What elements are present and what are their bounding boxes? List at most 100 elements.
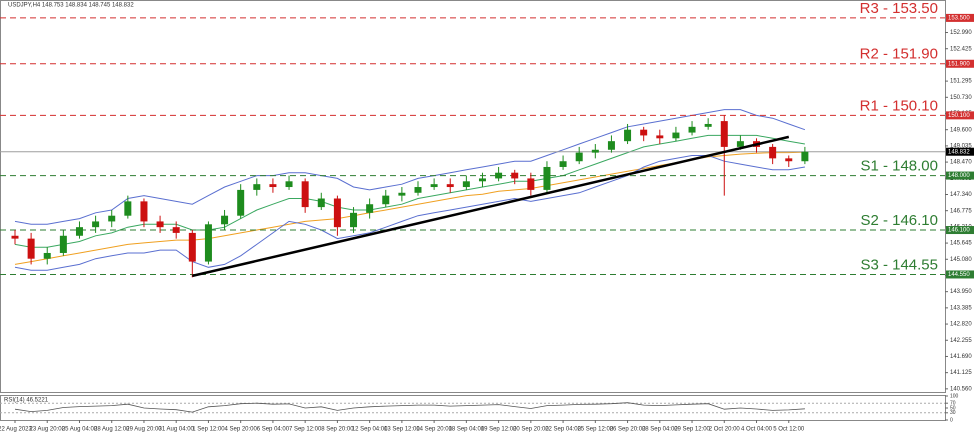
y-tick-label: 140.560 (950, 386, 972, 392)
y-tick-label: 147.340 (950, 192, 972, 198)
candle-body (511, 172, 519, 179)
candle-body (27, 238, 35, 259)
x-tick-label: 23 Aug 20:00 (30, 427, 66, 433)
x-tick-label: 31 Aug 04:00 (159, 427, 195, 433)
y-tick-label: 149.035 (950, 143, 972, 149)
x-tick-label: 18 Sep 04:00 (449, 427, 485, 433)
candle-body (269, 184, 277, 188)
candle-body (414, 187, 422, 193)
y-tick-label: 151.295 (950, 79, 972, 85)
candle-body (59, 235, 67, 253)
indicator-line (14, 151, 805, 265)
last-price-label: 148.832 (948, 149, 970, 155)
candle-body (785, 158, 793, 162)
candle-body (704, 123, 712, 127)
candle-body (156, 221, 164, 228)
candle-body (188, 232, 196, 262)
x-tick-label: 25 Aug 04:00 (62, 427, 98, 433)
candle-body (640, 129, 648, 136)
level-tag (946, 171, 974, 180)
candle-body (688, 126, 696, 133)
candle-body (333, 198, 341, 228)
rsi-tick-label: 0 (950, 417, 953, 423)
rsi-tick-label: 30 (950, 410, 956, 416)
candle-body (172, 227, 180, 233)
trendline (192, 135, 790, 278)
x-tick-label: 28 Sep 04:00 (642, 427, 678, 433)
x-tick-label: 5 Oct 12:00 (773, 427, 805, 433)
candle-body (462, 181, 470, 188)
candle-body (398, 192, 406, 196)
y-tick-label: 143.950 (950, 289, 972, 295)
candle-body (237, 189, 245, 216)
y-tick-label: 143.385 (950, 305, 972, 311)
chart-title: USDJPY,H4 148.753 148.834 148.745 148.83… (8, 3, 134, 9)
candle-body (720, 121, 728, 147)
x-tick-label: 29 Aug 20:00 (126, 427, 162, 433)
x-tick-label: 22 Aug 2023 (0, 427, 33, 433)
candle-body (92, 221, 100, 228)
rsi-tick-label: 100 (950, 393, 959, 399)
x-tick-label: 4 Oct 04:00 (741, 427, 773, 433)
x-tick-label: 4 Sep 20:00 (224, 427, 257, 433)
x-tick-label: 12 Sep 04:00 (352, 427, 388, 433)
x-tick-label: 14 Sep 20:00 (416, 427, 452, 433)
x-tick-label: 2 Oct 20:00 (709, 427, 741, 433)
x-tick-label: 28 Aug 12:00 (94, 427, 130, 433)
level-tag-label: 148.000 (948, 173, 970, 179)
y-tick-label: 145.645 (950, 241, 972, 247)
level-tag (946, 59, 974, 68)
level-tag-label: 144.550 (948, 272, 970, 278)
indicator-line (14, 155, 805, 271)
x-tick-label: 8 Sep 20:00 (321, 427, 354, 433)
x-tick-label: 13 Sep 12:00 (384, 427, 420, 433)
candle-body (43, 252, 51, 259)
candle-body (656, 135, 664, 139)
y-tick-label: 141.125 (950, 370, 972, 376)
level-tag (946, 111, 974, 120)
price-pane (0, 0, 946, 393)
candle-body (221, 215, 229, 225)
candle-body (140, 201, 148, 222)
level-label: S1 - 148.00 (860, 158, 938, 175)
x-tick-label: 29 Sep 12:00 (674, 427, 710, 433)
rsi-line (14, 402, 805, 413)
candle-body (317, 198, 325, 208)
rsi-tick-label: 70 (950, 401, 956, 407)
y-tick-label: 141.690 (950, 354, 972, 360)
x-tick-label: 26 Sep 20:00 (610, 427, 646, 433)
candle-body (672, 132, 680, 139)
y-tick-label: 146.775 (950, 208, 972, 214)
x-tick-label: 20 Sep 20:00 (513, 427, 549, 433)
candle-body (350, 212, 358, 228)
candle-body (559, 161, 567, 167)
level-tag-label: 150.100 (948, 113, 970, 119)
candle-body (204, 224, 212, 262)
y-tick-label: 142.255 (950, 338, 972, 344)
candle-body (624, 129, 632, 142)
x-tick-label: 22 Sep 04:00 (545, 427, 581, 433)
last-price-tag (946, 147, 974, 156)
y-tick-label: 145.080 (950, 257, 972, 263)
level-label: R3 - 153.50 (860, 0, 938, 17)
candle-body (75, 227, 83, 236)
candle-body (607, 141, 615, 150)
candle-body (478, 178, 486, 182)
y-tick-label: 152.425 (950, 46, 972, 52)
level-tag-label: 151.900 (948, 61, 970, 67)
y-tick-label: 152.990 (950, 30, 972, 36)
y-tick-label: 150.730 (950, 95, 972, 101)
candle-body (769, 146, 777, 159)
level-tag-label: 153.500 (948, 15, 970, 21)
candle-body (382, 195, 390, 205)
level-label: S2 - 146.10 (860, 212, 938, 229)
x-tick-label: 6 Sep 04:00 (257, 427, 290, 433)
candle-body (124, 201, 132, 216)
level-tag (946, 226, 974, 235)
y-tick-label: 142.820 (950, 322, 972, 328)
candle-body (366, 204, 374, 213)
candle-body (591, 149, 599, 153)
candle-body (11, 235, 19, 239)
rsi-tick-label: 50 (950, 405, 956, 411)
